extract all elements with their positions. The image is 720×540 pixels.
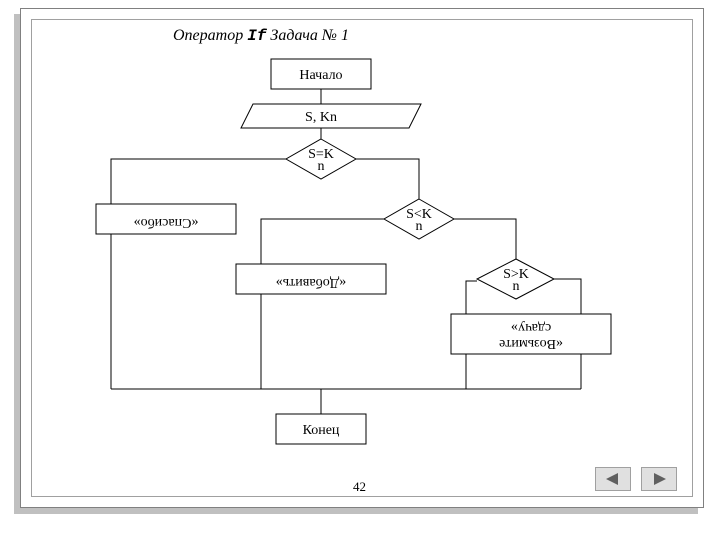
node-end: Конец: [276, 414, 366, 444]
prev-button[interactable]: [595, 467, 631, 491]
slide: Оператор If Задача № 1 Начало S: [20, 8, 704, 508]
node-process-change: «Возьмите сдачу»: [451, 314, 611, 354]
node-start: Начало: [271, 59, 371, 89]
next-button[interactable]: [641, 467, 677, 491]
edges: [111, 89, 581, 414]
node-process-add: «Добавить»: [236, 264, 386, 294]
d3-line2: n: [513, 279, 520, 294]
end-label: Конец: [303, 423, 340, 438]
d2-line2: n: [416, 219, 423, 234]
page-number: 42: [353, 479, 366, 495]
node-decision-1: S=K n: [286, 139, 356, 179]
node-process-thanks: «Спасибо»: [96, 204, 236, 234]
change-line1: «Возьмите: [499, 336, 563, 351]
node-io: S, Kn: [241, 104, 421, 128]
flowchart: Начало S, Kn S=K n «Спасибо» S<K n «Доба…: [21, 9, 705, 509]
triangle-right-icon: [642, 468, 676, 490]
thanks-label: «Спасибо»: [134, 215, 199, 230]
io-label: S, Kn: [305, 110, 337, 125]
add-label: «Добавить»: [276, 275, 347, 290]
d1-line2: n: [318, 159, 325, 174]
triangle-left-icon: [596, 468, 630, 490]
node-decision-2: S<K n: [384, 199, 454, 239]
node-decision-3: S>K n: [477, 259, 554, 299]
start-label: Начало: [299, 68, 342, 83]
nav: [589, 467, 677, 491]
change-line2: сдачу»: [511, 320, 551, 335]
